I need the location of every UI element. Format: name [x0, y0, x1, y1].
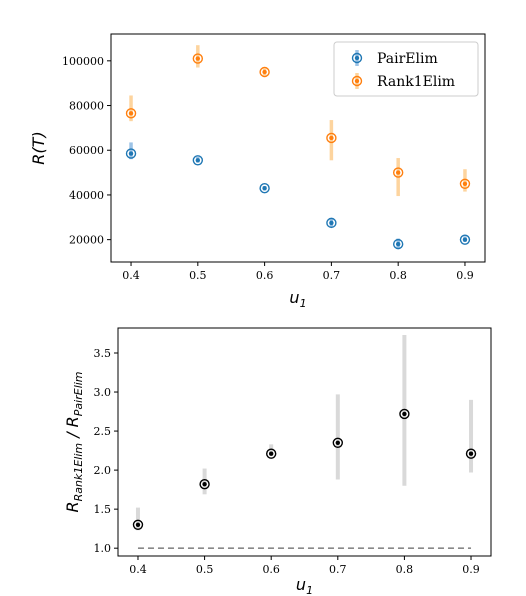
- data-point-dot: [395, 170, 401, 175]
- legend-frame: [333, 41, 479, 97]
- data-point-dot: [268, 451, 274, 456]
- data-point-ring: [125, 148, 137, 159]
- data-point-ring: [132, 519, 144, 530]
- y-axis-label-sub: PairElim: [72, 371, 85, 416]
- data-point-ring: [192, 155, 204, 166]
- y-axis-label: R(T): [29, 131, 48, 164]
- y-tick-label: 3.5: [94, 347, 112, 360]
- data-point-ring: [465, 448, 477, 459]
- data-point-dot: [329, 220, 334, 226]
- x-tick-label: 0.6: [262, 563, 280, 576]
- data-point-dot: [462, 237, 468, 242]
- x-axis-label-sub: 1: [300, 297, 307, 310]
- legend-swatch-dot: [354, 55, 360, 61]
- y-axis-label-mid: / R: [63, 416, 82, 443]
- legend-swatch-dot: [354, 78, 360, 84]
- x-tick-label: 0.4: [122, 269, 140, 282]
- legend: PairElim Rank1Elim: [333, 41, 479, 97]
- data-point-dot: [468, 451, 474, 456]
- data-point-ring: [326, 217, 337, 229]
- x-tick-label: 0.7: [323, 269, 341, 282]
- y-tick-label: 1.0: [94, 542, 112, 555]
- data-point-ring: [399, 408, 410, 420]
- data-point-dot: [195, 56, 201, 61]
- x-tick-label: 0.9: [462, 563, 480, 576]
- data-point-dot: [462, 181, 468, 186]
- data-point-dot: [395, 241, 401, 247]
- y-tick-label: 60000: [69, 144, 104, 157]
- y-tick-label: 2.0: [94, 464, 112, 477]
- x-axis-label: u1: [289, 288, 306, 310]
- data-point-ring: [332, 437, 344, 448]
- x-tick-label: 0.8: [389, 269, 407, 282]
- data-point-dot: [262, 186, 267, 191]
- data-point-ring: [199, 478, 210, 490]
- data-point-ring: [326, 132, 337, 144]
- x-tick-label: 0.9: [456, 269, 474, 282]
- y-axis-label: RRank1Elim / RPairElim: [63, 371, 85, 512]
- data-point-ring: [265, 448, 277, 459]
- chart-rt: 0.4 0.5 0.6 0.7 0.8 0.9 20000 40000 60000 80000 10…: [29, 33, 486, 310]
- plot-frame: [110, 33, 486, 263]
- legend-entry: Rank1Elim: [377, 74, 455, 90]
- legend-swatch-ring: [351, 52, 363, 64]
- data-point-dot: [335, 440, 341, 445]
- y-tick-label: 3.0: [94, 386, 112, 399]
- data-point-dot: [128, 151, 134, 156]
- y-axis-label-sub: Rank1Elim: [72, 443, 85, 502]
- legend-entry: PairElim: [377, 51, 438, 67]
- plot-frame: [117, 327, 492, 557]
- legend-swatch-ring: [351, 75, 363, 87]
- y-tick-label: 2.5: [94, 425, 112, 438]
- y-tick-label: 20000: [69, 234, 104, 247]
- data-point-dot: [329, 135, 334, 141]
- y-tick-label: 100000: [62, 55, 104, 68]
- data-point-ring: [459, 234, 471, 245]
- x-axis-label-sub: 1: [306, 584, 313, 596]
- x-tick-label: 0.4: [129, 563, 147, 576]
- x-tick-label: 0.6: [256, 269, 274, 282]
- x-tick-label: 0.8: [396, 563, 414, 576]
- data-point-dot: [135, 522, 141, 527]
- data-point-dot: [195, 158, 201, 163]
- x-tick-label: 0.5: [189, 269, 207, 282]
- data-point-dot: [402, 411, 407, 417]
- y-tick-label: 1.5: [94, 503, 112, 516]
- x-tick-label: 0.7: [329, 563, 347, 576]
- data-point-ring: [459, 178, 471, 189]
- data-point-ring: [192, 53, 204, 64]
- chart-ratio: 0.4 0.5 0.6 0.7 0.8 0.9 1.0 1.5 2.0 2.5 3.0 3.5 u1 RR…: [63, 327, 492, 596]
- data-point-dot: [128, 111, 134, 116]
- data-point-ring: [259, 183, 270, 194]
- y-tick-label: 80000: [69, 100, 104, 113]
- x-tick-label: 0.5: [196, 563, 214, 576]
- x-axis-label: u1: [296, 575, 313, 596]
- data-point-ring: [125, 108, 137, 119]
- data-point-ring: [259, 66, 270, 78]
- data-point-dot: [202, 481, 207, 487]
- data-point-dot: [262, 69, 267, 75]
- data-point-ring: [392, 238, 404, 250]
- data-point-ring: [392, 167, 404, 178]
- y-tick-label: 40000: [69, 189, 104, 202]
